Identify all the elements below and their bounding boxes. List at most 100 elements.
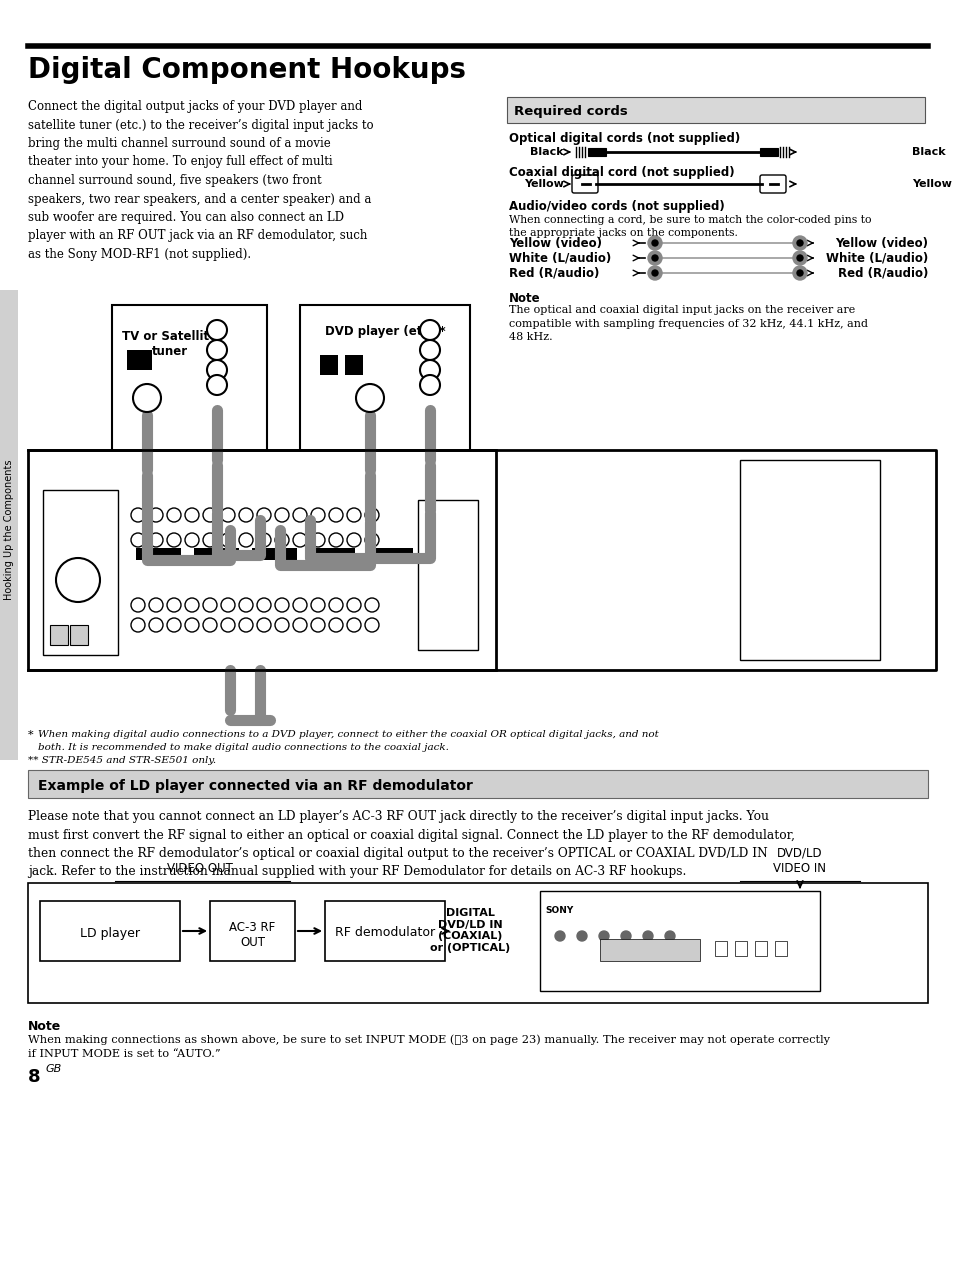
Bar — [319, 355, 337, 375]
Text: Coaxial digital cord (not supplied): Coaxial digital cord (not supplied) — [509, 166, 734, 180]
Bar — [734, 941, 746, 956]
Text: DIGITAL
DVD/LD IN
(COAXIAL)
or (OPTICAL): DIGITAL DVD/LD IN (COAXIAL) or (OPTICAL) — [430, 908, 510, 953]
Circle shape — [651, 270, 658, 276]
Circle shape — [207, 361, 227, 380]
Circle shape — [221, 533, 234, 547]
Circle shape — [651, 255, 658, 261]
Bar — [345, 355, 363, 375]
Bar — [193, 548, 239, 561]
Circle shape — [293, 533, 307, 547]
Bar — [714, 941, 726, 956]
Text: Note: Note — [509, 292, 540, 304]
Text: Yellow: Yellow — [911, 180, 951, 189]
Circle shape — [419, 340, 439, 361]
Text: both. It is recommended to make digital audio connections to the coaxial jack.: both. It is recommended to make digital … — [38, 743, 449, 752]
Text: Black: Black — [530, 147, 563, 157]
Circle shape — [131, 598, 145, 612]
Text: TV or Satellite
tuner: TV or Satellite tuner — [122, 330, 217, 358]
Bar — [70, 626, 88, 645]
Circle shape — [365, 598, 378, 612]
Text: Yellow (video): Yellow (video) — [509, 237, 601, 250]
Bar — [325, 901, 444, 961]
Circle shape — [256, 533, 271, 547]
Circle shape — [203, 508, 216, 522]
Circle shape — [347, 598, 360, 612]
Bar — [28, 769, 927, 798]
Circle shape — [274, 598, 289, 612]
Circle shape — [347, 618, 360, 632]
Text: Hooking Up the Components: Hooking Up the Components — [4, 460, 14, 600]
Circle shape — [419, 375, 439, 395]
Bar — [754, 941, 766, 956]
Circle shape — [620, 931, 630, 941]
Text: Red (R/audio): Red (R/audio) — [837, 266, 927, 279]
Circle shape — [274, 533, 289, 547]
Circle shape — [256, 508, 271, 522]
Circle shape — [167, 533, 181, 547]
Circle shape — [329, 598, 343, 612]
Bar — [599, 939, 700, 961]
Text: AC-3 RF
OUT: AC-3 RF OUT — [229, 921, 275, 949]
Circle shape — [311, 508, 325, 522]
Circle shape — [167, 618, 181, 632]
Circle shape — [131, 533, 145, 547]
Circle shape — [796, 255, 802, 261]
Circle shape — [221, 508, 234, 522]
Circle shape — [203, 533, 216, 547]
Circle shape — [647, 266, 661, 280]
Circle shape — [293, 598, 307, 612]
Text: Required cords: Required cords — [514, 106, 627, 118]
Text: Digital Component Hookups: Digital Component Hookups — [28, 56, 465, 84]
Circle shape — [239, 598, 253, 612]
Circle shape — [311, 533, 325, 547]
Circle shape — [311, 618, 325, 632]
Text: Red (R/audio): Red (R/audio) — [509, 266, 598, 279]
Circle shape — [293, 618, 307, 632]
Circle shape — [221, 618, 234, 632]
Circle shape — [796, 270, 802, 276]
Bar — [112, 304, 267, 455]
Circle shape — [419, 361, 439, 380]
Circle shape — [329, 618, 343, 632]
Text: RF demodulator: RF demodulator — [335, 926, 435, 939]
Circle shape — [207, 340, 227, 361]
Text: The optical and coaxial digital input jacks on the receiver are
compatible with : The optical and coaxial digital input ja… — [509, 304, 867, 343]
Circle shape — [311, 598, 325, 612]
Circle shape — [56, 558, 100, 603]
Circle shape — [149, 618, 163, 632]
FancyBboxPatch shape — [572, 175, 598, 192]
Circle shape — [792, 266, 806, 280]
Circle shape — [598, 931, 608, 941]
Text: GB: GB — [46, 1064, 62, 1074]
Bar — [43, 490, 118, 655]
Circle shape — [221, 598, 234, 612]
Text: Example of LD player connected via an RF demodulator: Example of LD player connected via an RF… — [38, 778, 473, 792]
Circle shape — [274, 508, 289, 522]
Bar — [587, 148, 605, 155]
Circle shape — [185, 533, 199, 547]
Text: ** STR-DE545 and STR-SE501 only.: ** STR-DE545 and STR-SE501 only. — [28, 755, 216, 764]
Bar — [136, 548, 181, 561]
Text: Connect the digital output jacks of your DVD player and
satellite tuner (etc.) t: Connect the digital output jacks of your… — [28, 99, 374, 261]
Text: When making digital audio connections to a DVD player, connect to either the coa: When making digital audio connections to… — [38, 730, 659, 739]
Circle shape — [365, 533, 378, 547]
Bar — [774, 941, 786, 956]
Bar — [368, 548, 413, 561]
Circle shape — [365, 508, 378, 522]
Circle shape — [577, 931, 586, 941]
Bar — [506, 97, 924, 124]
Circle shape — [647, 251, 661, 265]
Circle shape — [185, 618, 199, 632]
Circle shape — [274, 618, 289, 632]
Circle shape — [347, 533, 360, 547]
Circle shape — [256, 598, 271, 612]
Text: When connecting a cord, be sure to match the color-coded pins to
the appropriate: When connecting a cord, be sure to match… — [509, 215, 871, 238]
Circle shape — [132, 383, 161, 412]
Circle shape — [419, 320, 439, 340]
Circle shape — [651, 240, 658, 246]
Text: LD player: LD player — [80, 926, 140, 939]
Circle shape — [796, 240, 802, 246]
Circle shape — [792, 236, 806, 250]
Bar — [760, 148, 778, 155]
Circle shape — [149, 598, 163, 612]
